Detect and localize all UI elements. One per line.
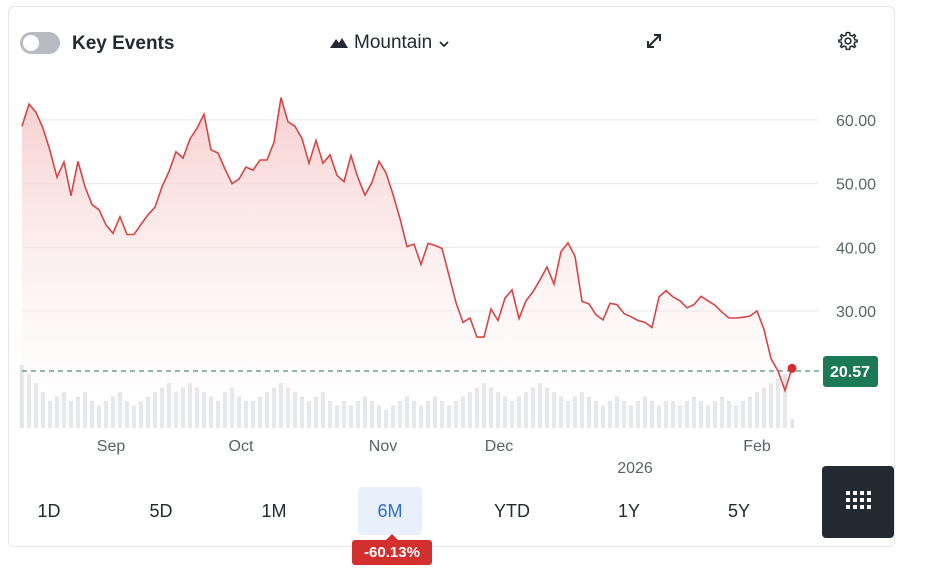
- range-label: YTD: [494, 500, 530, 521]
- current-price-badge: 20.57: [823, 356, 878, 387]
- gear-icon: [838, 31, 858, 56]
- x-tick-label: Sep: [97, 438, 126, 455]
- expand-button[interactable]: [642, 31, 666, 55]
- range-label: 1D: [37, 500, 61, 521]
- x-tick-label: Feb: [743, 438, 771, 455]
- key-events-label: Key Events: [72, 33, 175, 54]
- change-percent-badge: -60.13%: [352, 534, 432, 565]
- chevron-down-icon: [438, 32, 450, 54]
- current-price-value: 20.57: [830, 364, 870, 381]
- range-label: 1M: [261, 500, 287, 521]
- range-5d[interactable]: 5D: [134, 487, 188, 535]
- y-tick-label: 30.00: [836, 304, 876, 321]
- range-label: 1Y: [617, 500, 641, 521]
- x-tick-label: 2026: [617, 460, 653, 477]
- chart-type-label: Mountain: [354, 32, 433, 53]
- range-1y[interactable]: 1Y: [602, 487, 656, 535]
- chart-type-dropdown[interactable]: Mountain: [330, 31, 450, 55]
- x-tick-label: Dec: [485, 438, 513, 455]
- range-5y[interactable]: 5Y: [712, 487, 766, 535]
- settings-button[interactable]: [836, 31, 860, 55]
- y-tick-label: 60.00: [836, 113, 876, 130]
- expand-icon: [644, 31, 664, 56]
- apps-grid-button[interactable]: [822, 466, 894, 538]
- range-6m[interactable]: 6M: [358, 487, 422, 535]
- y-tick-label: 50.00: [836, 177, 876, 194]
- range-label: 5D: [149, 500, 173, 521]
- current-price-dot: [787, 363, 797, 373]
- y-tick-label: 40.00: [836, 240, 876, 257]
- price-line: [21, 97, 793, 394]
- toggle-knob: [23, 35, 39, 51]
- range-1d[interactable]: 1D: [22, 487, 76, 535]
- range-ytd[interactable]: YTD: [480, 487, 544, 535]
- price-area: [22, 97, 792, 428]
- grid-dots-icon: [844, 489, 872, 516]
- x-tick-label: Oct: [229, 438, 254, 455]
- mountain-icon: [330, 32, 348, 54]
- range-1m[interactable]: 1M: [246, 487, 302, 535]
- range-label: 5Y: [727, 500, 751, 521]
- x-tick-label: Nov: [369, 438, 397, 455]
- range-label: 6M: [377, 500, 403, 521]
- key-events-toggle[interactable]: [20, 32, 60, 54]
